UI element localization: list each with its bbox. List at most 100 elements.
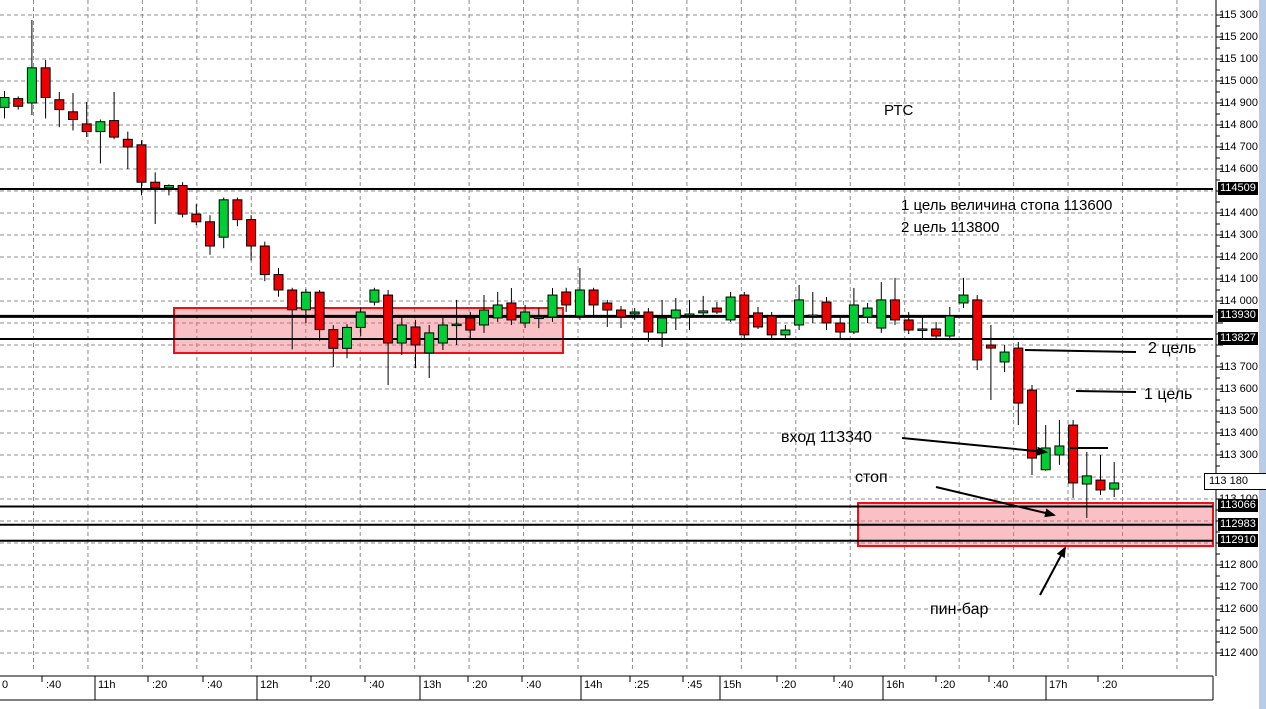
level-lines xyxy=(0,188,1213,542)
candle xyxy=(342,324,352,359)
stop-label: стоп xyxy=(855,469,888,486)
candle xyxy=(766,312,777,340)
price-tick-label: 114 700 xyxy=(1219,141,1258,153)
candle xyxy=(424,324,435,378)
price-tick-label: 115 200 xyxy=(1219,31,1258,43)
candle xyxy=(670,297,681,331)
candle xyxy=(1081,451,1092,518)
candle xyxy=(958,277,969,309)
level-price-label: 114509 xyxy=(1218,182,1258,196)
candle xyxy=(81,101,92,138)
time-minute-label: :40 xyxy=(526,679,542,691)
candle xyxy=(602,299,613,327)
price-tick-label: 113 600 xyxy=(1219,383,1258,395)
candle xyxy=(328,325,339,367)
candle xyxy=(451,299,462,345)
candle xyxy=(465,312,476,340)
price-tick-label: 114 600 xyxy=(1219,163,1258,175)
grid xyxy=(0,0,1213,672)
candle xyxy=(1068,420,1079,498)
price-tick-label: 112 600 xyxy=(1219,603,1258,615)
candle xyxy=(547,288,558,322)
candle xyxy=(1109,462,1120,498)
candle xyxy=(725,291,736,322)
price-tick-label: 114 200 xyxy=(1219,251,1258,263)
candle xyxy=(383,290,394,386)
candle xyxy=(150,172,161,224)
price-tick-label: 113 400 xyxy=(1219,427,1258,439)
candle xyxy=(287,287,298,350)
candle xyxy=(657,299,668,347)
candle xyxy=(1013,341,1024,426)
candle xyxy=(68,93,78,131)
arrow xyxy=(1039,546,1066,596)
time-minute-label: :20 xyxy=(781,679,797,691)
time-minute-label: :40 xyxy=(838,679,854,691)
candle xyxy=(999,345,1010,373)
candle xyxy=(944,306,955,338)
candle xyxy=(232,197,243,227)
candle xyxy=(13,96,24,110)
target1-label: 1 цель xyxy=(1144,386,1193,403)
candle xyxy=(259,241,270,282)
candle xyxy=(506,288,517,325)
instrument-label: РТС xyxy=(884,102,914,119)
last-price-box: 113 180 xyxy=(1204,473,1266,491)
candle xyxy=(780,324,791,340)
level-price-label: 113930 xyxy=(1218,309,1258,323)
candle xyxy=(848,288,859,334)
arrow xyxy=(901,437,1048,456)
price-tick-label: 115 300 xyxy=(1219,9,1258,21)
candle xyxy=(492,291,503,322)
time-hour-label: 14h xyxy=(584,679,603,691)
candle xyxy=(835,317,846,340)
candle xyxy=(807,291,818,323)
time-minute-label: :40 xyxy=(207,679,223,691)
level-price-label: 113827 xyxy=(1218,332,1258,346)
candle xyxy=(95,119,106,164)
candle xyxy=(890,277,900,325)
axis-frame xyxy=(0,0,1223,701)
candle xyxy=(246,215,257,261)
candle xyxy=(109,92,120,140)
price-tick-label: 112 400 xyxy=(1219,647,1258,659)
candle xyxy=(616,306,626,329)
candle xyxy=(479,295,489,333)
vertical-scrollbar[interactable] xyxy=(1259,0,1266,709)
price-tick-label: 114 400 xyxy=(1219,207,1258,219)
candle xyxy=(1095,455,1106,496)
candle xyxy=(273,268,284,297)
time-minute-label: :40 xyxy=(369,679,385,691)
price-tick-label: 114 000 xyxy=(1219,295,1258,307)
price-tick-label: 112 500 xyxy=(1219,625,1258,637)
time-hour-label: 16h xyxy=(886,679,905,691)
candle xyxy=(355,307,366,337)
time-hour-label: 13h xyxy=(423,679,442,691)
candle xyxy=(0,90,10,119)
level-price-label: 113066 xyxy=(1218,499,1258,513)
drawn-lines xyxy=(1024,349,1137,449)
candle xyxy=(753,306,763,329)
time-hour-label: 11h xyxy=(98,679,116,691)
time-minute-label: 0 xyxy=(2,679,9,691)
price-tick-label: 112 700 xyxy=(1219,581,1258,593)
candle xyxy=(561,287,572,312)
candle xyxy=(191,204,202,226)
time-minute-label: :20 xyxy=(152,679,168,691)
candle xyxy=(711,302,722,314)
candle xyxy=(533,308,544,329)
candle xyxy=(205,215,215,255)
candle xyxy=(931,321,942,339)
zone-rect xyxy=(173,307,564,354)
price-tick-label: 114 900 xyxy=(1219,97,1258,109)
candle xyxy=(917,315,928,340)
candle xyxy=(163,184,174,196)
time-minute-label: :40 xyxy=(993,679,1009,691)
candle xyxy=(300,288,311,323)
level-price-label: 112983 xyxy=(1218,517,1258,531)
plan-note-line1: 1 цель величина стопа 113600 xyxy=(901,197,1113,214)
candle xyxy=(177,182,188,218)
candle xyxy=(698,295,709,316)
time-hour-label: 17h xyxy=(1049,679,1068,691)
